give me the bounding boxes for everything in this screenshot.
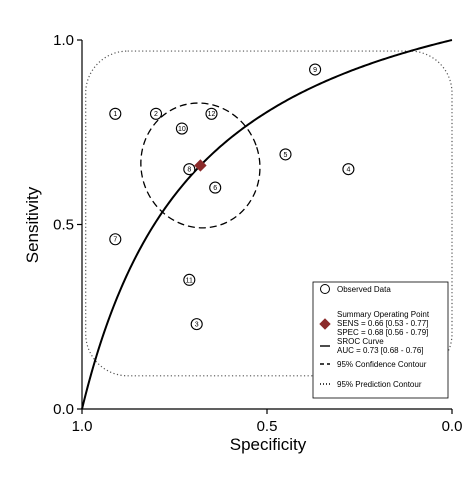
observed-point: 5 (279, 148, 292, 161)
observed-point-label: 9 (313, 67, 317, 74)
observed-point-circle (342, 163, 355, 176)
observed-point-circle (175, 122, 188, 135)
observed-point: 11 (183, 273, 196, 286)
legend-label: SENS = 0.66 [0.53 - 0.77] (337, 319, 428, 328)
sroc-curve (81, 39, 453, 410)
observed-point-circle (149, 107, 163, 120)
observed-point-label: 11 (186, 277, 193, 284)
x-axis-title: Specificity (230, 435, 307, 454)
observed-point-label: 2 (154, 111, 158, 118)
legend-box (312, 281, 449, 399)
observed-point-label: 3 (195, 322, 199, 329)
observed-point-circle (190, 318, 203, 331)
observed-point-label: 1 (113, 111, 117, 118)
legend-label: SROC Curve (337, 337, 384, 346)
y-tick-label: 0.0 (53, 401, 74, 418)
legend-diamond-icon (319, 318, 331, 330)
legend-label: SPEC = 0.68 [0.56 - 0.79] (337, 328, 428, 337)
legend-circle-icon (320, 284, 330, 294)
y-axis-title: Sensitivity (23, 186, 42, 263)
observed-point-circle (109, 233, 122, 246)
observed-point-label: 5 (284, 152, 288, 159)
observed-point-circle (109, 107, 122, 120)
legend-label: 95% Prediction Contour (337, 380, 422, 389)
observed-point-circle (205, 107, 218, 120)
observed-point-label: 12 (208, 111, 216, 118)
observed-point: 3 (190, 318, 203, 331)
legend: Observed Data Summary Operating PointSENS… (312, 281, 449, 399)
observed-point-label: 6 (213, 185, 217, 192)
legend-entry: 95% Prediction Contour (320, 380, 422, 389)
observed-point: 12 (205, 107, 218, 120)
legend-label: 95% Confidence Contour (337, 360, 427, 369)
legend-entry: 95% Confidence Contour (320, 360, 427, 369)
summary-operating-point (194, 159, 207, 172)
observed-point: 1 (109, 107, 122, 120)
x-tick-label: 1.0 (72, 418, 93, 435)
observed-point: 2 (149, 107, 163, 120)
observed-point-label: 8 (187, 167, 191, 174)
x-tick-label: 0.5 (257, 418, 278, 435)
observed-point-label: 4 (346, 167, 350, 174)
prediction-contour (85, 50, 453, 377)
x-tick-label: 0.0 (442, 418, 463, 435)
observed-point: 9 (309, 63, 322, 76)
axes: 1.0 0.5 0.0 0.0 0.5 1.0 (53, 32, 462, 435)
legend-entry: Observed Data (320, 284, 391, 294)
observed-point-circle (209, 181, 222, 194)
observed-point-circle (309, 63, 322, 76)
legend-label: AUC = 0.73 [0.68 - 0.76] (337, 346, 424, 355)
legend-label: Observed Data (337, 285, 391, 294)
observed-point-label: 10 (178, 126, 186, 133)
legend-label: Summary Operating Point (337, 310, 430, 319)
observed-point-circle (183, 163, 196, 176)
observed-point-circle (183, 273, 196, 286)
observed-point: 10 (175, 122, 188, 135)
y-tick-label: 0.5 (53, 217, 74, 234)
observed-point: 4 (342, 163, 355, 176)
observed-point: 6 (209, 181, 222, 194)
y-tick-label: 1.0 (53, 32, 74, 49)
observed-point: 7 (109, 233, 122, 246)
confidence-contour (140, 102, 261, 229)
observed-point-circle (279, 148, 292, 161)
observed-point: 8 (183, 163, 196, 176)
observed-point-label: 7 (113, 237, 117, 244)
